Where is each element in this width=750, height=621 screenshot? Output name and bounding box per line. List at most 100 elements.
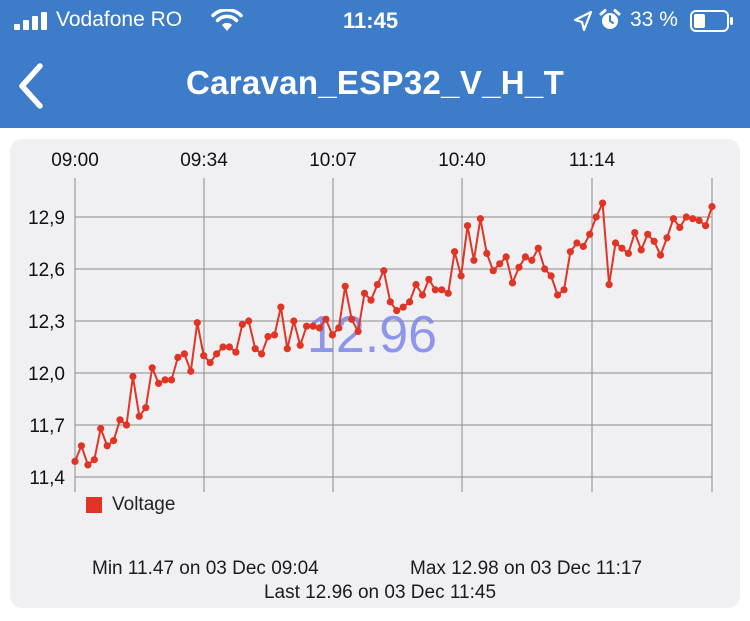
data-point <box>354 327 362 335</box>
data-point <box>264 333 272 341</box>
data-point <box>708 203 716 211</box>
data-point <box>206 359 214 367</box>
min-stat: Min 11.47 on 03 Dec 09:04 <box>92 558 319 579</box>
data-point <box>586 230 594 238</box>
data-point <box>103 442 111 450</box>
last-stat: Last 12.96 on 03 Dec 11:45 <box>263 582 497 603</box>
data-point <box>631 229 639 237</box>
data-point <box>425 275 433 283</box>
data-point <box>496 260 504 268</box>
data-point <box>457 272 465 280</box>
back-button[interactable] <box>12 62 52 110</box>
data-point <box>322 315 330 323</box>
data-point <box>380 267 388 275</box>
chevron-left-icon <box>19 63 43 109</box>
data-point <box>341 282 349 290</box>
data-point <box>689 215 697 223</box>
data-point <box>451 248 459 256</box>
max-stat: Max 12.98 on 03 Dec 11:17 <box>410 558 643 579</box>
y-tick-label: 12,6 <box>28 260 65 281</box>
data-point <box>315 324 324 332</box>
y-axis-tick-labels: 12,9 12,6 12,3 12,0 11,7 11,4 <box>28 208 65 489</box>
data-point <box>406 298 414 306</box>
data-point <box>97 424 105 433</box>
battery-percent: 33 % <box>630 8 678 31</box>
data-point <box>399 303 407 311</box>
data-point <box>245 317 253 325</box>
data-point <box>148 364 156 372</box>
data-point <box>232 348 240 356</box>
x-tick-label: 09:00 <box>51 150 99 171</box>
data-point <box>566 248 575 256</box>
x-axis-tick-labels: 09:00 09:34 10:07 10:40 11:14 <box>51 150 615 171</box>
data-point <box>161 376 169 384</box>
data-point <box>702 222 710 230</box>
data-point <box>579 242 587 251</box>
data-point <box>554 291 562 299</box>
x-tick-label: 09:34 <box>180 150 228 171</box>
data-point <box>502 253 510 261</box>
y-tick-label: 12,3 <box>28 312 65 333</box>
y-tick-label: 11,7 <box>29 416 65 437</box>
y-tick-label: 12,9 <box>28 208 65 229</box>
data-point <box>508 279 517 287</box>
y-tick-label: 12,0 <box>28 364 65 385</box>
data-point <box>438 286 446 294</box>
data-point <box>650 237 658 245</box>
data-point <box>187 367 195 375</box>
voltage-series-line <box>74 199 713 467</box>
data-point <box>71 457 79 465</box>
data-point <box>283 345 291 353</box>
data-point <box>521 253 530 261</box>
data-point <box>303 322 311 330</box>
data-point <box>489 267 497 275</box>
data-point <box>534 244 542 252</box>
data-point <box>110 437 118 445</box>
data-point <box>251 345 259 353</box>
data-point <box>142 404 150 412</box>
data-point <box>219 343 227 351</box>
legend-swatch <box>86 497 102 513</box>
carrier-name: Vodafone RO <box>56 8 183 31</box>
data-point <box>167 376 176 384</box>
data-point <box>618 244 626 252</box>
data-point <box>528 256 536 264</box>
data-point <box>328 331 336 339</box>
data-point <box>470 256 478 264</box>
data-point <box>682 213 690 221</box>
data-point <box>129 372 137 381</box>
data-point <box>676 223 684 231</box>
data-point <box>560 286 568 294</box>
data-point <box>296 341 304 349</box>
data-point <box>515 263 523 271</box>
data-point <box>174 353 182 361</box>
data-point <box>463 222 472 230</box>
data-point <box>155 379 163 387</box>
data-point <box>277 303 285 311</box>
data-point <box>431 286 439 294</box>
data-point <box>656 251 665 259</box>
data-point <box>386 298 394 306</box>
data-point <box>444 289 452 297</box>
voltage-series-points <box>71 199 716 469</box>
data-point <box>418 291 427 299</box>
data-point <box>258 350 266 358</box>
data-point <box>611 239 620 247</box>
y-tick-label: 11,4 <box>29 468 65 489</box>
data-point <box>592 213 600 221</box>
data-point <box>367 296 375 304</box>
data-point <box>541 265 549 273</box>
data-point <box>373 281 381 289</box>
data-point <box>663 234 671 242</box>
status-bar: Vodafone RO 11:45 33 % <box>0 0 750 44</box>
current-value-display: 12.96 <box>307 306 437 364</box>
clock-time: 11:45 <box>343 8 399 33</box>
page-title: Caravan_ESP32_V_H_T <box>185 64 565 101</box>
legend-label-voltage: Voltage <box>112 494 176 515</box>
data-point <box>213 350 221 358</box>
data-point <box>225 343 233 351</box>
data-point <box>238 320 246 329</box>
signal-icon <box>14 12 48 30</box>
data-point <box>695 216 703 225</box>
